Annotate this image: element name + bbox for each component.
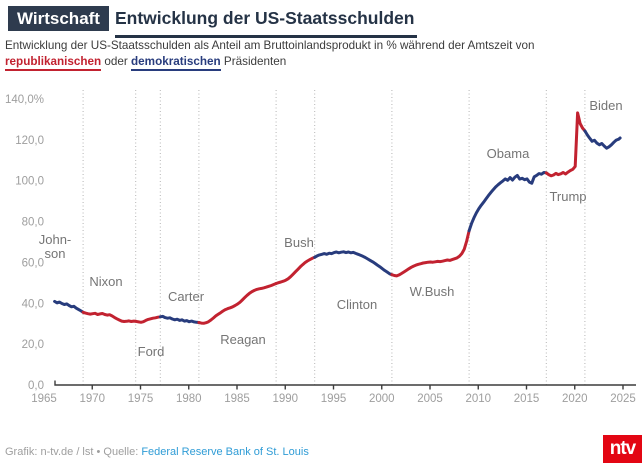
svg-text:Bush: Bush xyxy=(284,235,314,250)
svg-text:2000: 2000 xyxy=(369,393,395,405)
svg-text:John-: John- xyxy=(39,232,72,247)
svg-text:Ford: Ford xyxy=(138,344,165,359)
svg-text:2010: 2010 xyxy=(465,393,491,405)
category-badge[interactable]: Wirtschaft xyxy=(8,6,109,31)
svg-text:2025: 2025 xyxy=(610,393,636,405)
svg-text:2005: 2005 xyxy=(417,393,443,405)
svg-text:Biden: Biden xyxy=(589,98,622,113)
svg-text:140,0%: 140,0% xyxy=(5,94,44,106)
svg-text:100,0: 100,0 xyxy=(15,176,44,188)
svg-text:120,0: 120,0 xyxy=(15,135,44,147)
svg-text:Nixon: Nixon xyxy=(89,274,122,289)
republican-term-link[interactable]: republikanischen xyxy=(5,55,102,71)
chart-header: Wirtschaft Entwicklung der US-Staatsschu… xyxy=(8,6,418,38)
svg-text:W.Bush: W.Bush xyxy=(410,284,455,299)
svg-text:40,0: 40,0 xyxy=(22,298,44,310)
svg-text:Carter: Carter xyxy=(168,289,205,304)
svg-text:son: son xyxy=(45,246,66,261)
page-title: Entwicklung der US-Staatsschulden xyxy=(114,6,418,38)
svg-text:0,0: 0,0 xyxy=(28,380,44,392)
svg-text:80,0: 80,0 xyxy=(22,217,44,229)
svg-text:1965: 1965 xyxy=(31,393,57,405)
ntv-logo: ntv xyxy=(603,435,642,463)
chart-credit: Grafik: n-tv.de / lst • Quelle: Federal … xyxy=(5,446,309,458)
svg-text:1985: 1985 xyxy=(224,393,250,405)
svg-text:1995: 1995 xyxy=(321,393,347,405)
svg-text:Trump: Trump xyxy=(549,189,586,204)
subtitle-text-after: Präsidenten xyxy=(220,55,287,68)
svg-text:1980: 1980 xyxy=(176,393,202,405)
svg-text:2020: 2020 xyxy=(562,393,588,405)
svg-text:1970: 1970 xyxy=(79,393,105,405)
svg-text:Reagan: Reagan xyxy=(220,332,266,347)
chart-subtitle: Entwicklung der US-Staatsschulden als An… xyxy=(5,38,605,71)
svg-text:Clinton: Clinton xyxy=(337,297,377,312)
svg-text:60,0: 60,0 xyxy=(22,257,44,269)
svg-text:1990: 1990 xyxy=(272,393,298,405)
subtitle-text-before: Entwicklung der US-Staatsschulden als An… xyxy=(5,39,535,52)
credit-text: Grafik: n-tv.de / lst • Quelle: xyxy=(5,446,142,458)
svg-text:2015: 2015 xyxy=(514,393,540,405)
svg-text:1975: 1975 xyxy=(128,393,154,405)
subtitle-between: oder xyxy=(101,55,132,68)
source-link[interactable]: Federal Reserve Bank of St. Louis xyxy=(141,446,309,458)
democratic-term-link[interactable]: demokratischen xyxy=(131,55,221,71)
svg-text:20,0: 20,0 xyxy=(22,339,44,351)
svg-text:Obama: Obama xyxy=(487,146,530,161)
ntv-logo-text: ntv xyxy=(609,438,636,459)
